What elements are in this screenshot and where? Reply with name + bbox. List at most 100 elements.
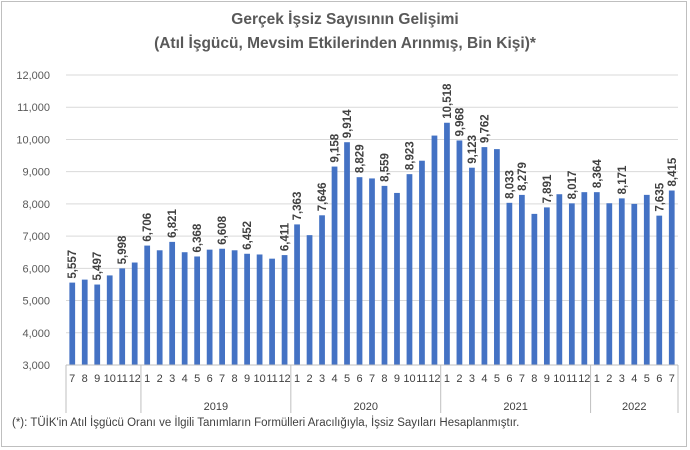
bar — [456, 140, 463, 365]
bar — [381, 185, 388, 365]
bar — [81, 279, 88, 365]
x-tick-label: 5 — [344, 373, 350, 385]
bar — [631, 203, 638, 365]
x-tick-label: 4 — [182, 373, 188, 385]
data-label: 6,368 — [192, 223, 204, 252]
x-tick-label: 6 — [656, 373, 662, 385]
x-tick-label: 8 — [82, 373, 88, 385]
x-tick-label: 10 — [403, 373, 415, 385]
x-tick-label: 12 — [129, 373, 141, 385]
bar — [606, 203, 613, 365]
bar — [643, 194, 650, 365]
bar — [581, 192, 588, 365]
x-tick-label: 1 — [444, 373, 450, 385]
x-tick-label: 7 — [69, 373, 75, 385]
data-label: 8,279 — [517, 162, 529, 191]
x-tick-label: 1 — [144, 373, 150, 385]
x-tick-label: 1 — [294, 373, 300, 385]
data-label: 8,923 — [404, 141, 416, 170]
x-tick-label: 5 — [644, 373, 650, 385]
x-tick-label: 3 — [319, 373, 325, 385]
x-tick-label: 4 — [331, 373, 337, 385]
x-tick-label: 2 — [157, 373, 163, 385]
bar — [119, 268, 126, 365]
x-tick-label: 7 — [519, 373, 525, 385]
x-tick-label: 6 — [356, 373, 362, 385]
data-label: 8,364 — [592, 159, 604, 188]
data-label: 5,557 — [67, 250, 79, 279]
x-tick-label: 7 — [369, 373, 375, 385]
bar — [206, 249, 213, 365]
data-label: 9,914 — [342, 109, 354, 138]
bar — [69, 282, 76, 365]
x-tick-label: 7 — [219, 373, 225, 385]
x-tick-label: 10 — [553, 373, 565, 385]
bar — [431, 135, 438, 365]
bar — [394, 192, 400, 365]
x-tick-label: 10 — [104, 373, 116, 385]
x-tick-label: 2 — [306, 373, 312, 385]
bar — [231, 250, 238, 365]
bar — [593, 192, 600, 365]
bar — [481, 147, 488, 365]
x-tick-label: 11 — [416, 373, 427, 385]
data-label: 8,171 — [617, 165, 629, 194]
bar — [531, 213, 538, 365]
data-label: 8,017 — [567, 171, 579, 200]
data-label: 10,518 — [442, 83, 454, 119]
x-tick-label: 9 — [94, 373, 100, 385]
data-label: 7,646 — [317, 183, 329, 212]
data-label: 6,452 — [242, 221, 254, 250]
x-tick-label: 6 — [207, 373, 213, 385]
bar — [568, 203, 575, 365]
bar — [256, 254, 263, 365]
x-tick-label: 9 — [394, 373, 400, 385]
x-tick-label: 10 — [253, 373, 265, 385]
bar — [668, 190, 675, 365]
x-tick-label: 3 — [169, 373, 175, 385]
x-tick-label: 8 — [232, 373, 238, 385]
bar — [169, 241, 176, 365]
x-tick-label: 4 — [481, 373, 487, 385]
bar — [106, 275, 113, 365]
x-tick-label: 11 — [266, 373, 277, 385]
x-tick-label: 6 — [506, 373, 512, 385]
y-tick-label: 8,000 — [22, 199, 50, 211]
x-tick-label: 9 — [244, 373, 250, 385]
y-tick-label: 6,000 — [22, 263, 50, 275]
year-label: 2021 — [503, 401, 527, 413]
bar — [469, 167, 475, 365]
x-tick-label: 12 — [578, 373, 590, 385]
data-label: 9,158 — [330, 133, 342, 162]
data-label: 8,415 — [667, 157, 679, 186]
x-tick-label: 1 — [594, 373, 600, 385]
x-tick-label: 12 — [428, 373, 440, 385]
data-label: 7,891 — [542, 174, 554, 203]
bar — [406, 174, 413, 365]
data-label: 8,829 — [355, 144, 367, 173]
bar — [319, 215, 325, 365]
bar — [444, 122, 450, 366]
bar — [543, 207, 550, 365]
bar — [356, 177, 363, 365]
x-tick-label: 8 — [531, 373, 537, 385]
x-tick-label: 2 — [606, 373, 612, 385]
bar — [306, 235, 313, 365]
y-tick-label: 7,000 — [22, 231, 50, 243]
data-label: 5,998 — [117, 235, 129, 264]
bar — [131, 262, 138, 365]
data-label: 9,123 — [467, 135, 479, 164]
x-tick-label: 5 — [494, 373, 500, 385]
data-label: 8,559 — [379, 153, 391, 182]
bar — [194, 256, 201, 365]
bar — [331, 166, 338, 365]
bar — [618, 198, 625, 365]
year-label: 2019 — [204, 401, 228, 413]
y-tick-label: 9,000 — [22, 167, 50, 179]
bar — [369, 178, 375, 365]
y-tick-label: 12,000 — [16, 70, 50, 82]
footnote: (*): TÜİK'in Atıl İşgücü Oranı ve İlgili… — [12, 417, 520, 429]
chart-title: Gerçek İşsiz Sayısının Gelişimi — [231, 11, 459, 28]
